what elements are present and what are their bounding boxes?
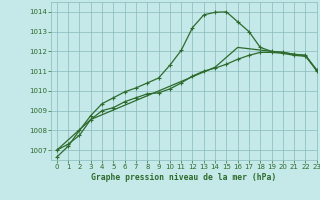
X-axis label: Graphe pression niveau de la mer (hPa): Graphe pression niveau de la mer (hPa) — [92, 173, 276, 182]
